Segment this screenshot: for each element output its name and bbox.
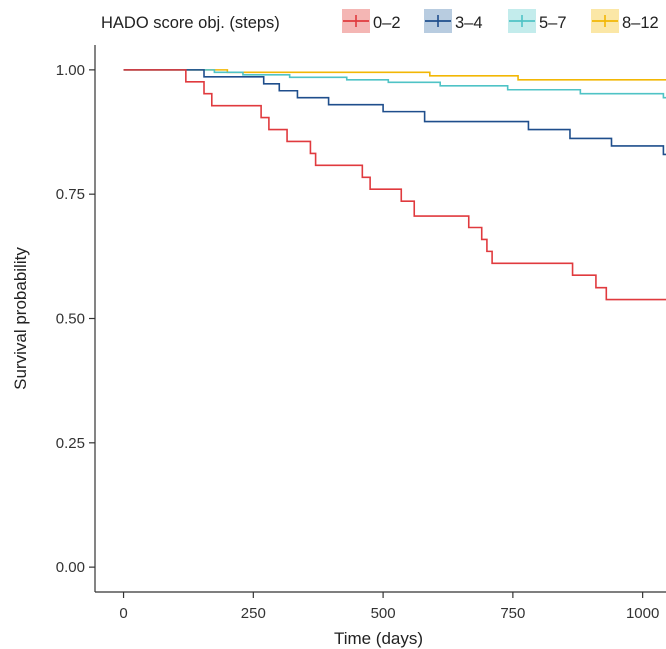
- curves: [123, 69, 666, 301]
- legend: HADO score obj. (steps) 0–2 3–4 5–7 8–12: [101, 9, 659, 33]
- curve-5-7: [123, 69, 666, 99]
- y-tick-label: 0.50: [56, 311, 85, 328]
- y-tick-label: 1.00: [56, 62, 85, 79]
- x-axis-title: Time (days): [334, 629, 423, 648]
- legend-label: 0–2: [373, 14, 401, 32]
- curve-8-12: [123, 69, 666, 81]
- x-tick-label: 750: [500, 605, 525, 622]
- curve-3-4: [123, 69, 666, 156]
- x-tick-label: 1000: [626, 605, 659, 622]
- curve-0-2: [123, 69, 666, 301]
- y-axis-title: Survival probability: [11, 247, 30, 390]
- axes: 0.00 0.25 0.50 0.75 1.00 0 250 500 750 1000 Time (…: [11, 45, 666, 648]
- y-tick-label: 0.25: [56, 435, 85, 452]
- x-tick-label: 250: [241, 605, 266, 622]
- y-tick-label: 0.75: [56, 186, 85, 203]
- legend-label: 8–12: [622, 14, 659, 32]
- x-tick-label: 500: [371, 605, 396, 622]
- legend-title: HADO score obj. (steps): [101, 14, 280, 32]
- y-tick-label: 0.00: [56, 559, 85, 576]
- legend-label: 3–4: [455, 14, 483, 32]
- x-tick-label: 0: [119, 605, 127, 622]
- legend-label: 5–7: [539, 14, 567, 32]
